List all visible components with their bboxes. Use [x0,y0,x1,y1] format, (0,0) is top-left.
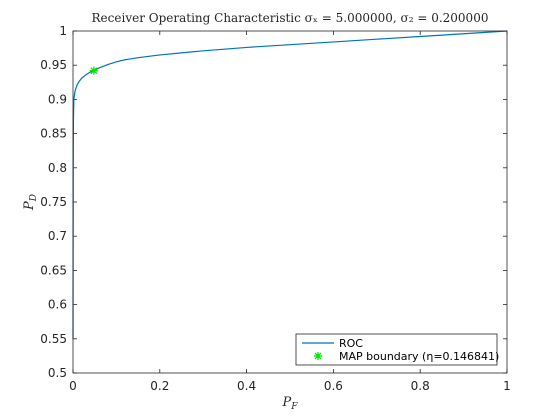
y-tick-label: 0.6 [48,298,67,312]
legend-box [295,333,498,366]
y-tick-label: 0.55 [40,332,67,346]
x-tick-label: 0.6 [324,379,343,393]
x-tick-label: 0.4 [237,379,256,393]
y-tick-label: 0.5 [48,366,67,380]
y-tick-label: 0.8 [48,161,67,175]
plot-area [73,31,507,373]
x-tick-label: 0.2 [150,379,169,393]
y-tick-label: 1 [59,24,67,38]
y-tick-label: 0.7 [48,229,67,243]
legend-map-marker [314,352,322,360]
plot-frame [72,30,508,374]
y-axis-label: PD [22,194,39,211]
y-tick-label: 0.85 [40,127,67,141]
roc-curve [72,30,508,339]
series-layer [72,30,508,339]
tick-labels: 0 0.2 0.4 0.6 0.8 1 0.5 0.55 0.6 0.65 0.7 0.75 0.8 0.… [40,24,511,393]
x-tick-label: 0 [69,379,77,393]
legend-map-label: MAP boundary (η=0.146841) [339,350,499,363]
y-tick-label: 0.65 [40,263,67,277]
x-axis-label: PF [282,395,299,412]
x-tick-label: 0.8 [411,379,430,393]
y-tick-label: 0.9 [48,92,67,106]
legend: ROC MAP boundary (η=0.146841) [295,333,499,366]
chart-title: Receiver Operating Characteristic σₓ = 5… [92,11,489,25]
y-tick-label: 0.95 [40,58,67,72]
map-boundary-point [89,66,98,75]
y-tick-label: 0.75 [40,195,67,209]
x-tick-label: 1 [503,379,511,393]
legend-roc-label: ROC [339,337,363,350]
